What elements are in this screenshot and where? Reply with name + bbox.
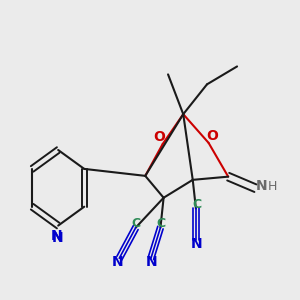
Text: H: H: [268, 180, 277, 193]
Text: O: O: [206, 129, 218, 143]
Text: N: N: [191, 236, 203, 250]
Text: C: C: [156, 217, 165, 230]
Text: N: N: [51, 230, 63, 244]
Text: N: N: [146, 255, 158, 269]
Text: C: C: [131, 217, 140, 230]
Text: N: N: [51, 229, 62, 242]
Text: N: N: [256, 179, 268, 193]
Text: O: O: [153, 130, 165, 144]
Text: C: C: [192, 198, 201, 211]
Text: N: N: [112, 255, 124, 269]
